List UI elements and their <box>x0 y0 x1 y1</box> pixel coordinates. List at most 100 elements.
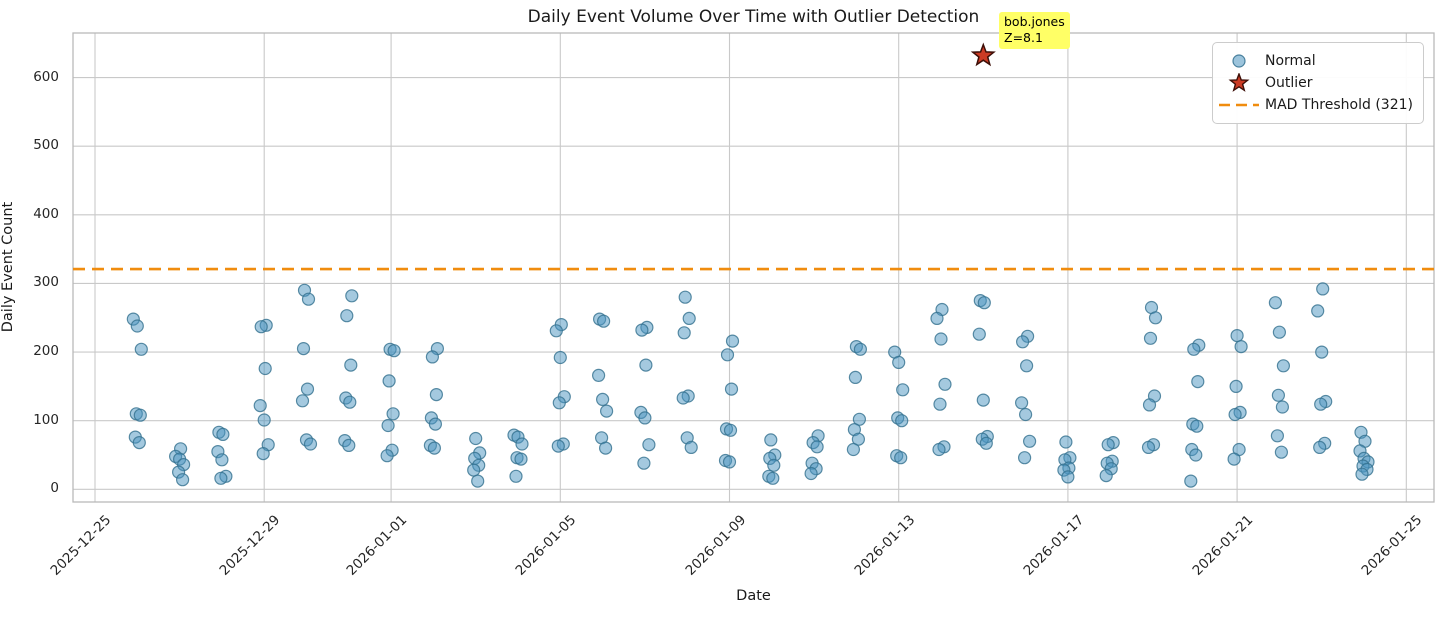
data-point <box>1230 329 1244 343</box>
data-point <box>853 342 868 356</box>
data-point <box>467 463 481 477</box>
data-point <box>133 408 147 422</box>
data-point <box>509 469 523 483</box>
data-point <box>253 399 267 413</box>
data-point <box>767 458 781 472</box>
data-point <box>764 433 778 447</box>
data-point <box>382 374 396 388</box>
data-point <box>682 311 696 325</box>
y-tick-label: 600 <box>33 68 59 85</box>
data-point <box>256 447 270 461</box>
data-point <box>1276 359 1291 373</box>
data-point <box>1101 438 1115 452</box>
data-point <box>1143 331 1158 345</box>
data-point <box>1355 467 1369 481</box>
y-tick-label: 200 <box>33 343 59 360</box>
normal-point-icon <box>1213 53 1265 69</box>
data-point <box>591 368 606 382</box>
y-tick-label: 400 <box>33 205 59 222</box>
data-point <box>896 383 910 397</box>
data-point <box>549 324 563 338</box>
data-point <box>810 440 824 454</box>
data-point <box>1019 359 1034 373</box>
data-point <box>724 382 739 396</box>
data-point <box>846 442 861 457</box>
legend-item-outlier: Outlier <box>1213 72 1423 94</box>
data-point <box>720 348 735 362</box>
legend-item-threshold: MAD Threshold (321) <box>1213 94 1423 116</box>
outlier-annotation-user: bob.jones <box>1004 14 1065 29</box>
data-point <box>471 474 485 488</box>
data-point <box>1191 375 1205 389</box>
data-point <box>1190 419 1204 433</box>
y-tick-label: 300 <box>33 274 59 291</box>
data-point <box>1227 452 1241 466</box>
data-point <box>1014 396 1029 410</box>
data-point <box>598 441 613 455</box>
data-point <box>1184 474 1198 488</box>
data-point <box>295 394 310 408</box>
data-point <box>254 320 268 334</box>
data-point <box>1148 311 1163 325</box>
outlier-star-marker <box>970 42 996 67</box>
data-point <box>977 296 991 310</box>
chart-title: Daily Event Volume Over Time with Outlie… <box>527 7 980 27</box>
data-point <box>1271 388 1286 402</box>
data-point <box>1314 397 1328 411</box>
data-point <box>1061 470 1075 484</box>
data-point <box>938 377 952 391</box>
data-point <box>553 350 567 365</box>
data-point <box>1315 345 1329 359</box>
data-point <box>1099 469 1113 483</box>
data-point <box>214 471 228 485</box>
data-point <box>639 358 653 372</box>
data-point <box>723 423 738 437</box>
data-point <box>1311 304 1325 318</box>
data-point <box>1234 340 1248 354</box>
data-point <box>381 418 395 433</box>
data-point <box>932 442 946 457</box>
legend-label-normal: Normal <box>1265 53 1316 69</box>
data-point <box>1229 379 1243 393</box>
data-point <box>428 417 442 431</box>
data-point <box>300 382 315 396</box>
data-point <box>892 355 906 369</box>
data-point <box>342 438 356 452</box>
data-point <box>1022 434 1037 448</box>
data-point <box>1142 398 1157 412</box>
data-point <box>934 332 948 346</box>
data-point <box>979 436 993 450</box>
data-point <box>676 391 690 405</box>
data-point <box>972 327 986 341</box>
data-point <box>340 309 354 323</box>
data-point <box>635 323 649 337</box>
data-point <box>596 314 611 328</box>
data-point <box>933 397 947 411</box>
data-point <box>1275 400 1290 414</box>
data-point <box>176 473 190 487</box>
outlier-star-icon <box>1213 73 1265 93</box>
data-point <box>848 370 863 384</box>
data-point <box>1189 448 1203 462</box>
data-point <box>1268 296 1283 310</box>
data-point <box>345 289 359 303</box>
data-point <box>1018 407 1033 422</box>
data-point <box>1141 440 1156 454</box>
legend-item-normal: Normal <box>1213 50 1423 72</box>
data-point <box>425 350 439 364</box>
legend-label-threshold: MAD Threshold (321) <box>1265 97 1413 113</box>
data-point <box>725 334 740 348</box>
data-point <box>895 414 909 428</box>
data-point <box>551 439 565 453</box>
data-point <box>804 466 818 481</box>
data-point <box>429 388 443 402</box>
legend-label-outlier: Outlier <box>1265 75 1313 91</box>
data-point <box>514 452 528 466</box>
outlier-annotation: bob.jones Z=8.1 <box>999 12 1070 49</box>
data-point <box>515 437 529 451</box>
data-point <box>1017 451 1032 465</box>
data-point <box>215 453 229 467</box>
data-point <box>894 451 908 465</box>
